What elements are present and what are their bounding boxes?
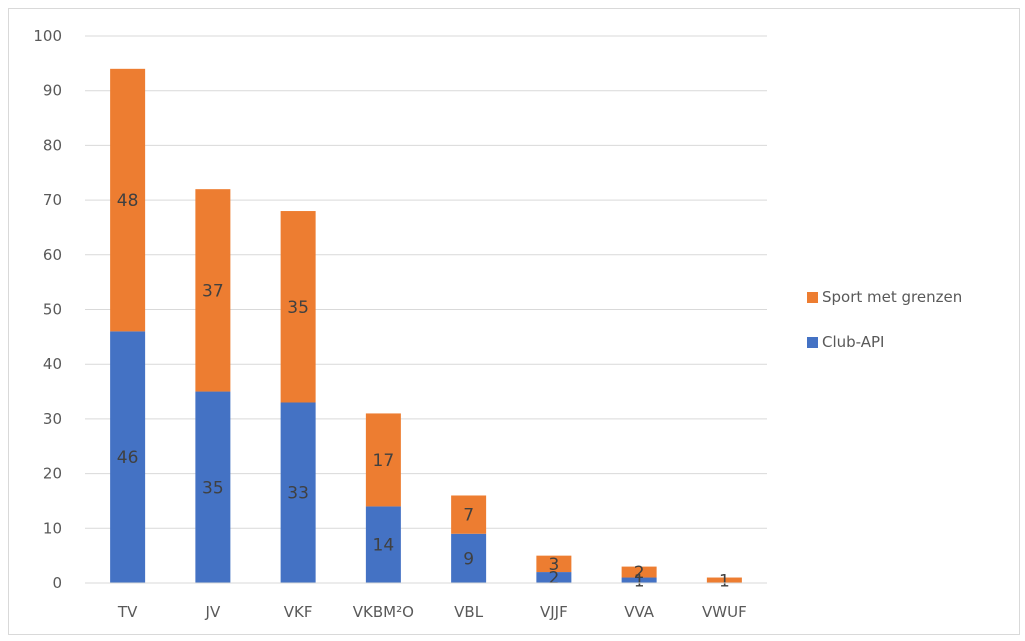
x-tick-label: VBL (454, 603, 484, 621)
bar-segment (706, 577, 742, 583)
legend: Sport met grenzen Club-API (807, 288, 962, 351)
bar-segment (365, 506, 401, 583)
y-tick-label: 100 (33, 27, 62, 45)
legend-label: Sport met grenzen (822, 288, 962, 306)
data-label: 2 (548, 569, 559, 589)
y-tick-label: 50 (43, 301, 62, 319)
data-label: 35 (202, 478, 224, 498)
y-tick-label: 0 (52, 574, 62, 592)
y-tick-label: 10 (43, 519, 62, 537)
bar-segment (536, 555, 572, 573)
data-label: 1 (634, 571, 645, 591)
legend-label: Club-API (822, 333, 884, 351)
bar-segment (536, 572, 572, 583)
data-label: 1 (719, 571, 730, 591)
y-tick-label: 20 (43, 465, 62, 483)
data-label: 37 (202, 281, 224, 301)
bars (110, 68, 742, 583)
bar-segment (195, 189, 231, 392)
x-tick-label: VKF (284, 603, 313, 621)
legend-swatch (807, 337, 818, 348)
bar-segment (621, 577, 657, 583)
y-tick-label: 40 (43, 355, 62, 373)
x-tick-label: VJJF (540, 603, 568, 621)
data-label: 3 (548, 555, 559, 575)
x-tick-label: TV (117, 603, 138, 621)
y-tick-label: 80 (43, 136, 62, 154)
bar-segment (451, 533, 487, 583)
x-tick-label: VVA (624, 603, 655, 621)
bar-segment (280, 402, 316, 583)
bar-segment (195, 391, 231, 583)
bar-segment (365, 413, 401, 507)
y-tick-label: 30 (43, 410, 62, 428)
data-label: 7 (463, 506, 474, 526)
data-label: 9 (463, 549, 474, 569)
data-label: 17 (373, 451, 395, 471)
data-label: 33 (287, 484, 309, 504)
x-tick-label: JV (205, 603, 221, 621)
x-axis: TV JV VKF VKBM²O VBL VJJF VVA VWUF (85, 582, 767, 621)
chart-frame (8, 8, 1020, 635)
x-tick-label: VWUF (702, 603, 747, 621)
y-tick-label: 70 (43, 191, 62, 209)
bar-segment (280, 211, 316, 403)
y-tick-label: 90 (43, 82, 62, 100)
bar-segment (451, 495, 487, 534)
bar-segment (110, 331, 146, 583)
bar-segment (621, 566, 657, 578)
data-label: 14 (373, 536, 395, 556)
y-tick-label: 60 (43, 246, 62, 264)
data-label: 35 (287, 298, 309, 318)
legend-swatch (807, 292, 818, 303)
data-label: 48 (117, 191, 139, 211)
data-label: 46 (117, 448, 139, 468)
data-label: 2 (634, 563, 645, 583)
gridlines (85, 35, 767, 584)
x-tick-label: VKBM²O (353, 603, 414, 621)
bar-segment (110, 68, 146, 332)
y-axis: 0 10 20 30 40 50 60 70 80 90 100 (33, 27, 62, 592)
